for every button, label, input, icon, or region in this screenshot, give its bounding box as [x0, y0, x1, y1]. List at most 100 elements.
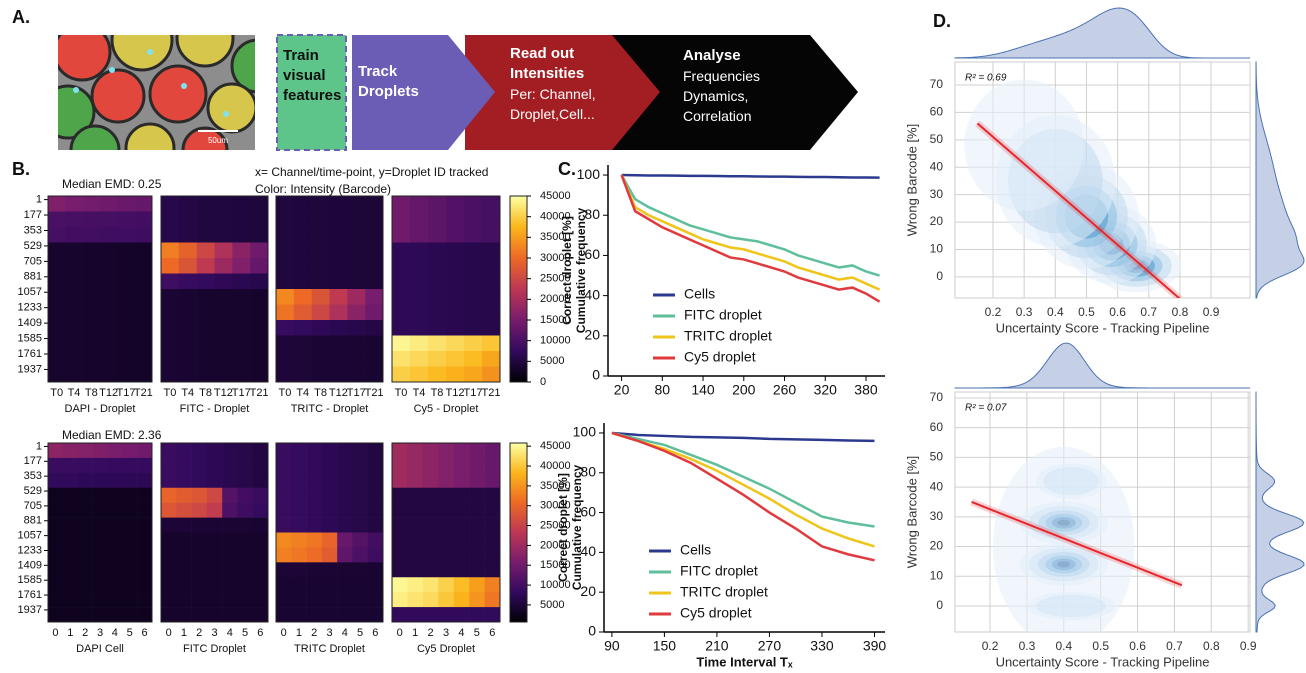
x-tick-label: T0: [163, 387, 176, 399]
heat-cell: [122, 577, 138, 593]
heat-cell: [191, 592, 208, 608]
heat-cell: [214, 320, 233, 336]
heat-cell: [77, 577, 93, 593]
heat-cell: [48, 335, 66, 352]
heat-cell: [161, 472, 177, 489]
heat-cell: [232, 258, 251, 274]
heat-cell: [252, 532, 269, 548]
heat-cell: [453, 532, 470, 548]
heat-cell: [92, 457, 108, 474]
heat-cell: [48, 289, 66, 305]
heat-cell: [178, 242, 197, 259]
heat-cell: [276, 320, 295, 336]
x-axis-label: FITC - Droplet: [180, 403, 250, 415]
heat-cell: [206, 457, 223, 474]
heat-cell: [410, 196, 429, 212]
heat-cell: [62, 502, 79, 518]
heat-cell: [446, 351, 465, 367]
heat-cell: [347, 351, 366, 367]
heat-cell: [161, 335, 180, 352]
heat-cell: [122, 547, 138, 563]
heat-cell: [392, 443, 408, 459]
heat-cell: [222, 443, 238, 459]
x-tick-label: T12: [446, 387, 465, 399]
heat-cell: [392, 351, 411, 367]
heat-cell: [276, 196, 295, 212]
x-tick-label: T4: [296, 387, 309, 399]
heat-cell: [222, 592, 238, 608]
heat-cell: [65, 211, 83, 228]
heat-cell: [464, 351, 483, 367]
heat-cell: [469, 592, 485, 608]
y-axis-label: Correct droplet [%]: [560, 216, 574, 325]
heat-cell: [134, 320, 153, 336]
heat-cell: [484, 487, 501, 503]
heat-cell: [176, 607, 192, 623]
heat-cell: [250, 273, 269, 290]
heat-cell: [176, 472, 192, 489]
heat-cell: [469, 607, 485, 623]
y-tick-label: 40: [930, 159, 944, 173]
step-title: Read out Intensities: [510, 45, 585, 82]
heat-cell: [117, 227, 135, 243]
heat-cell: [293, 242, 312, 259]
heat-cell: [107, 532, 123, 548]
heat-cell: [329, 258, 348, 274]
heat-cell: [311, 242, 330, 259]
heat-cell: [276, 335, 295, 352]
heat-cell: [367, 443, 384, 459]
x-axis-label: Uncertainty Score - Tracking Pipeline: [996, 320, 1210, 335]
heat-cell: [276, 592, 292, 608]
x-tick-label: 210: [705, 638, 729, 654]
heat-cell: [329, 242, 348, 259]
heat-cell: [161, 242, 180, 259]
heat-cell: [464, 304, 483, 321]
x-tick-label: 0: [52, 627, 58, 639]
heat-cell: [484, 443, 501, 459]
fit-line: [971, 501, 1183, 587]
heat-cell: [410, 258, 429, 274]
heat-cell: [48, 487, 64, 503]
heat-cell: [161, 258, 180, 274]
heat-cell: [392, 242, 411, 259]
heat-cell: [48, 562, 64, 578]
x-tick-label: 0.2: [985, 305, 1002, 319]
heat-cell: [392, 196, 411, 212]
heat-cell: [100, 211, 118, 228]
heat-cell: [161, 592, 177, 608]
heatmap-frame: [275, 195, 384, 383]
heat-cell: [367, 577, 384, 593]
heat-cell: [276, 273, 295, 290]
heat-cell: [62, 547, 79, 563]
y-tick-label: 70: [930, 77, 944, 91]
heat-cell: [252, 607, 269, 623]
heat-cell: [392, 532, 408, 548]
x-tick-label: 1: [296, 627, 302, 639]
heat-cell: [311, 351, 330, 367]
heat-cell: [161, 304, 180, 321]
heat-cell: [48, 532, 64, 548]
heat-cell: [161, 273, 180, 290]
heat-cell: [214, 351, 233, 367]
heat-cell: [329, 335, 348, 352]
heat-cell: [252, 592, 269, 608]
heat-cell: [469, 532, 485, 548]
x-tick-label: 0.6: [1129, 639, 1146, 653]
heat-cell: [352, 562, 369, 578]
heat-cell: [65, 242, 83, 259]
heat-cell: [347, 335, 366, 352]
y-tick-label: 100: [573, 424, 597, 440]
heat-cell: [352, 502, 369, 518]
x-tick-label: 260: [773, 382, 797, 398]
heat-cell: [62, 517, 79, 533]
heat-cell: [237, 487, 254, 503]
heat-cell: [347, 289, 366, 305]
heat-cell: [222, 487, 238, 503]
heat-cell: [237, 472, 254, 489]
y-axis-label: Wrong Barcode [%]: [904, 456, 919, 568]
heat-cell: [422, 562, 439, 578]
heat-cell: [469, 502, 485, 518]
heat-cell: [178, 196, 197, 212]
heat-cell: [176, 443, 192, 459]
heat-cell: [365, 273, 384, 290]
